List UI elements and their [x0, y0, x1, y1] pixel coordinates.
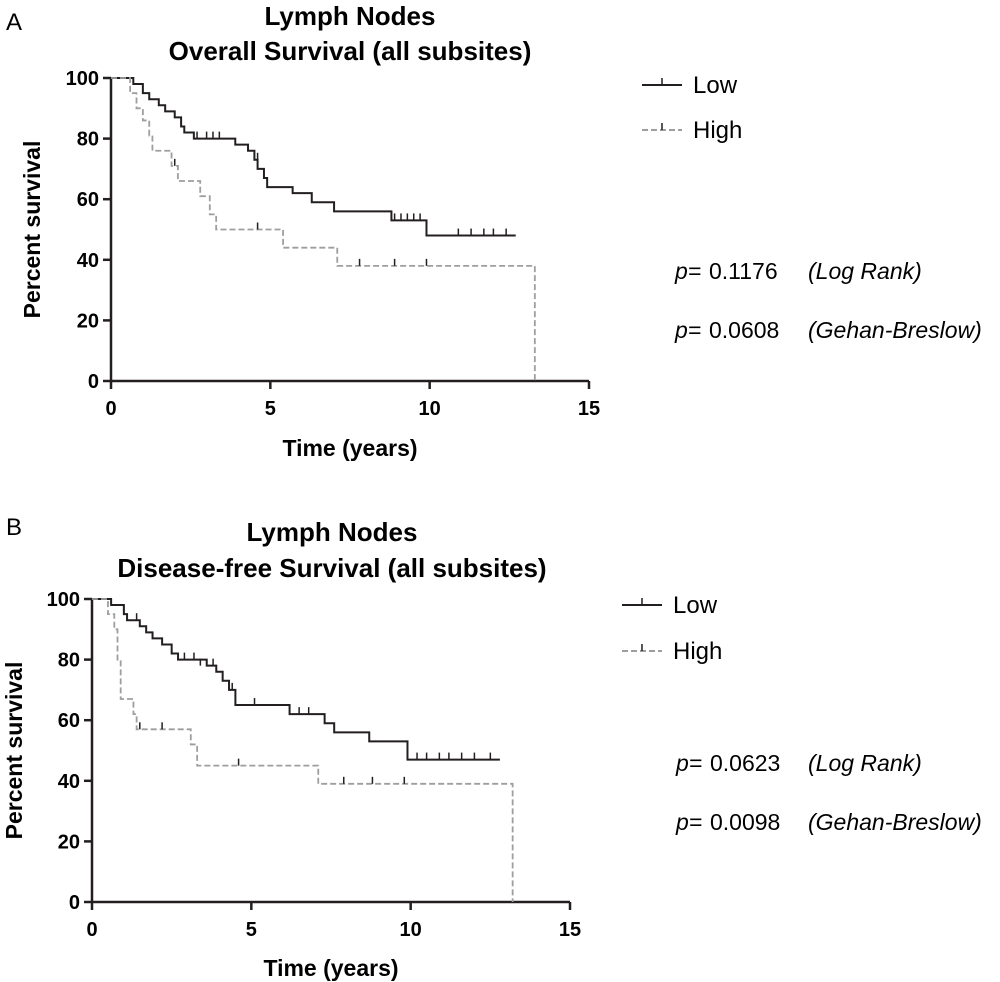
p-value: 0.0098	[710, 809, 780, 835]
p-value-annotation: p= 0.0098 (Gehan-Breslow)	[675, 809, 982, 835]
y-axis-title: Percent survival	[19, 141, 45, 319]
x-axis-title: Time (years)	[282, 435, 417, 461]
y-tick-label: 0	[69, 892, 80, 914]
y-tick-label: 60	[58, 710, 80, 732]
y-tick-label: 60	[77, 189, 99, 211]
y-tick-label: 100	[66, 68, 99, 90]
chart-panel-a: A Lymph Nodes Overall Survival (all subsit…	[6, 1, 982, 461]
p-value-annotation: p= 0.1176 (Log Rank)	[674, 258, 922, 284]
chart-title-line: Lymph Nodes	[265, 1, 436, 31]
x-tick-label: 10	[419, 398, 441, 420]
chart-panel-b: B Lymph Nodes Disease-free Survival (all s…	[1, 514, 982, 981]
y-tick-label: 100	[47, 589, 80, 611]
p-test-name: (Log Rank)	[808, 258, 922, 284]
x-tick-label: 10	[400, 919, 422, 941]
chart-title-line: Disease-free Survival (all subsites)	[117, 553, 546, 583]
panel-letter: B	[6, 514, 22, 541]
y-tick-label: 20	[58, 831, 80, 853]
p-value-annotation: p= 0.0608 (Gehan-Breslow)	[674, 317, 982, 343]
legend-item-high: High	[642, 117, 742, 144]
y-axis-title: Percent survival	[1, 662, 27, 840]
x-tick-label: 5	[246, 919, 257, 941]
survival-curve-high	[92, 598, 514, 902]
p-test-name: (Gehan-Breslow)	[808, 809, 982, 835]
x-tick-label: 15	[578, 398, 600, 420]
legend-item-high: High	[622, 638, 722, 665]
survival-curve-low	[111, 77, 516, 237]
p-label: p=	[674, 258, 701, 284]
panel-letter: A	[6, 9, 22, 36]
survival-curve-low	[92, 598, 500, 761]
y-tick-label: 80	[77, 129, 99, 151]
x-axis-title: Time (years)	[263, 955, 398, 981]
legend-label: High	[673, 638, 722, 665]
survival-curve-high	[111, 77, 536, 381]
x-tick-label: 15	[559, 919, 581, 941]
series-high	[111, 77, 536, 381]
y-tick-label: 40	[77, 250, 99, 272]
p-value: 0.0623	[710, 750, 780, 776]
series-low	[92, 598, 500, 761]
p-test-name: (Log Rank)	[808, 750, 922, 776]
legend-label: Low	[673, 592, 718, 619]
x-tick-label: 5	[265, 398, 276, 420]
legend-label: Low	[693, 72, 738, 99]
legend-item-low: Low	[642, 72, 738, 99]
p-value-annotation: p= 0.0623 (Log Rank)	[675, 750, 922, 776]
y-tick-label: 0	[88, 371, 99, 393]
p-label: p=	[674, 317, 701, 343]
p-test-name: (Gehan-Breslow)	[808, 317, 982, 343]
x-tick-label: 0	[86, 919, 97, 941]
legend-label: High	[693, 117, 742, 144]
p-label: p=	[675, 750, 702, 776]
chart-title-line: Overall Survival (all subsites)	[169, 36, 532, 66]
series-high	[92, 598, 514, 902]
y-tick-label: 20	[77, 310, 99, 332]
p-label: p=	[675, 809, 702, 835]
p-value: 0.0608	[709, 317, 779, 343]
x-tick-label: 0	[105, 398, 116, 420]
y-tick-label: 40	[58, 771, 80, 793]
chart-title-line: Lymph Nodes	[247, 517, 418, 547]
p-value: 0.1176	[709, 258, 778, 284]
legend-item-low: Low	[622, 592, 718, 619]
series-low	[111, 77, 516, 237]
y-tick-label: 80	[58, 650, 80, 672]
